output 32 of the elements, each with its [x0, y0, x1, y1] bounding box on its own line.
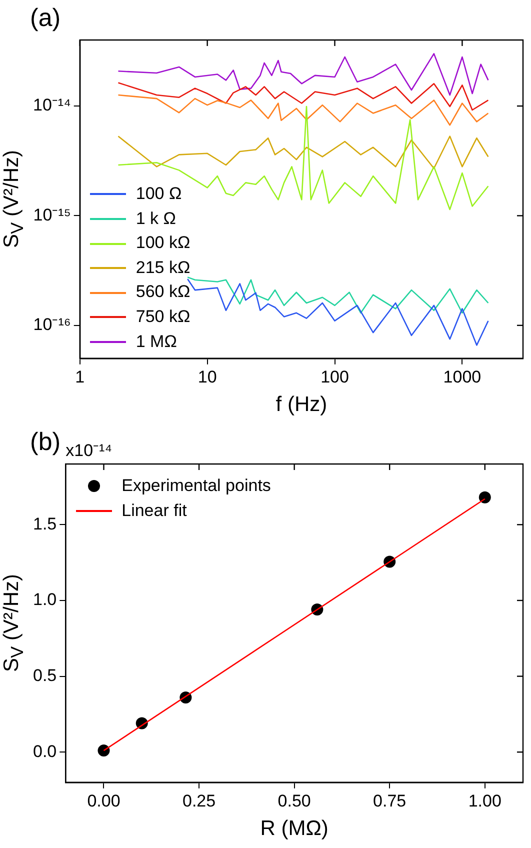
- legend-label: 560 kΩ: [136, 281, 190, 304]
- y-tick-label: 10⁻¹⁵: [33, 205, 71, 224]
- x-tick-label: 1000: [443, 367, 482, 386]
- point: [98, 744, 110, 757]
- y-tick-label: 10⁻¹⁶: [33, 315, 71, 334]
- legend-label: 100 kΩ: [136, 232, 190, 254]
- y-tick-label: 1.0: [32, 590, 57, 610]
- point: [478, 491, 491, 504]
- x-tick-label: 0.00: [87, 791, 120, 810]
- y-tick-label: 0.5: [32, 666, 57, 685]
- legend-label: 750 kΩ: [136, 306, 190, 328]
- legend-label: 215 kΩ: [136, 256, 190, 279]
- legend-label: 1 MΩ: [136, 330, 177, 353]
- legend-label: 1 k Ω: [136, 208, 176, 230]
- y-tick-label: 10⁻¹⁴: [33, 96, 71, 115]
- x-tick-label: 0.75: [373, 791, 406, 810]
- x-tick-label: 0.50: [278, 791, 311, 810]
- x-tick-label: 100: [320, 367, 349, 386]
- chart-title: (a): [30, 4, 61, 32]
- chart-title: (b): [30, 428, 61, 456]
- legend-label: Linear fit: [122, 500, 187, 522]
- x-tick-label: 10: [198, 367, 217, 386]
- y-tick-label: 1.5: [32, 514, 57, 534]
- x-axis-title: f (Hz): [276, 393, 328, 416]
- x-tick-label: 1: [75, 367, 85, 386]
- x-tick-label: 0.25: [182, 791, 216, 810]
- legend-label: 100 Ω: [136, 182, 182, 205]
- y-tick-label: 0.0: [32, 742, 57, 761]
- x-axis-title: R (MΩ): [260, 817, 328, 840]
- text: x10⁻¹⁴: [66, 440, 112, 461]
- legend-label: Experimental points: [122, 475, 271, 497]
- x-tick-label: 1.00: [468, 791, 502, 810]
